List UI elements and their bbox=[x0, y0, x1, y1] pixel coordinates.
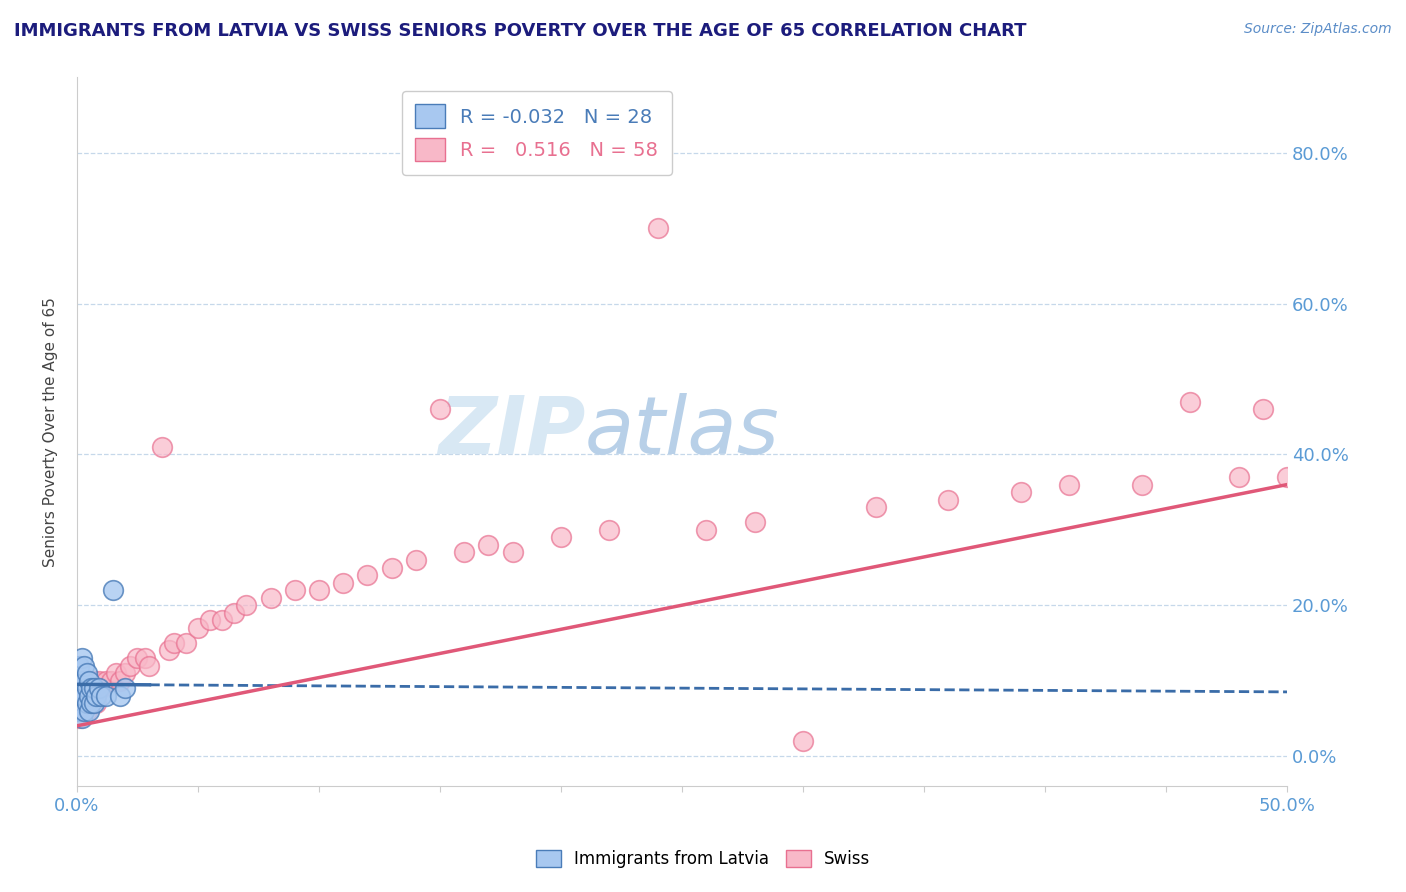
Point bbox=[138, 658, 160, 673]
Point bbox=[695, 523, 717, 537]
Point bbox=[235, 598, 257, 612]
Point bbox=[792, 734, 814, 748]
Point bbox=[127, 651, 149, 665]
Legend: Immigrants from Latvia, Swiss: Immigrants from Latvia, Swiss bbox=[529, 843, 877, 875]
Point bbox=[332, 575, 354, 590]
Point bbox=[67, 681, 90, 695]
Point bbox=[744, 515, 766, 529]
Point bbox=[308, 583, 330, 598]
Point bbox=[198, 613, 221, 627]
Point bbox=[157, 643, 180, 657]
Point bbox=[67, 711, 90, 725]
Point bbox=[90, 681, 112, 695]
Point bbox=[83, 681, 105, 695]
Point bbox=[356, 568, 378, 582]
Point bbox=[100, 673, 122, 688]
Point bbox=[477, 538, 499, 552]
Point bbox=[1275, 470, 1298, 484]
Point bbox=[67, 704, 90, 718]
Point bbox=[104, 666, 127, 681]
Point bbox=[502, 545, 524, 559]
Point bbox=[134, 651, 156, 665]
Point bbox=[70, 673, 93, 688]
Point bbox=[174, 636, 197, 650]
Point bbox=[70, 704, 93, 718]
Point bbox=[224, 606, 246, 620]
Point bbox=[90, 689, 112, 703]
Point bbox=[76, 696, 98, 710]
Y-axis label: Seniors Poverty Over the Age of 65: Seniors Poverty Over the Age of 65 bbox=[44, 297, 58, 566]
Point bbox=[101, 583, 124, 598]
Point bbox=[114, 666, 136, 681]
Point bbox=[1251, 402, 1274, 417]
Point bbox=[77, 673, 100, 688]
Point bbox=[80, 681, 103, 695]
Point bbox=[110, 673, 132, 688]
Point bbox=[1227, 470, 1250, 484]
Point bbox=[1180, 394, 1202, 409]
Text: ZIP: ZIP bbox=[437, 392, 585, 471]
Point bbox=[187, 621, 209, 635]
Point bbox=[77, 704, 100, 718]
Point bbox=[550, 530, 572, 544]
Point bbox=[1010, 485, 1032, 500]
Point bbox=[598, 523, 620, 537]
Point bbox=[94, 673, 117, 688]
Text: atlas: atlas bbox=[585, 392, 780, 471]
Point bbox=[453, 545, 475, 559]
Point bbox=[76, 704, 98, 718]
Point bbox=[211, 613, 233, 627]
Point bbox=[84, 689, 107, 703]
Point bbox=[936, 492, 959, 507]
Point bbox=[647, 221, 669, 235]
Point bbox=[76, 681, 98, 695]
Point bbox=[405, 553, 427, 567]
Point bbox=[73, 673, 96, 688]
Point bbox=[70, 681, 93, 695]
Point bbox=[114, 681, 136, 695]
Point bbox=[70, 711, 93, 725]
Point bbox=[73, 673, 96, 688]
Point bbox=[73, 704, 96, 718]
Point bbox=[77, 689, 100, 703]
Point bbox=[1057, 477, 1080, 491]
Point bbox=[163, 636, 186, 650]
Point bbox=[67, 658, 90, 673]
Legend: R = -0.032   N = 28, R =   0.516   N = 58: R = -0.032 N = 28, R = 0.516 N = 58 bbox=[402, 91, 672, 175]
Point bbox=[70, 651, 93, 665]
Text: IMMIGRANTS FROM LATVIA VS SWISS SENIORS POVERTY OVER THE AGE OF 65 CORRELATION C: IMMIGRANTS FROM LATVIA VS SWISS SENIORS … bbox=[14, 22, 1026, 40]
Point bbox=[73, 696, 96, 710]
Point bbox=[83, 696, 105, 710]
Point bbox=[429, 402, 451, 417]
Point bbox=[120, 658, 142, 673]
Point bbox=[87, 673, 110, 688]
Text: Source: ZipAtlas.com: Source: ZipAtlas.com bbox=[1244, 22, 1392, 37]
Point bbox=[80, 681, 103, 695]
Point bbox=[84, 696, 107, 710]
Point bbox=[76, 666, 98, 681]
Point bbox=[76, 681, 98, 695]
Point bbox=[1130, 477, 1153, 491]
Point bbox=[77, 689, 100, 703]
Point bbox=[110, 689, 132, 703]
Point bbox=[284, 583, 307, 598]
Point bbox=[83, 673, 105, 688]
Point bbox=[73, 658, 96, 673]
Point bbox=[94, 689, 117, 703]
Point bbox=[259, 591, 281, 605]
Point bbox=[70, 689, 93, 703]
Point bbox=[67, 689, 90, 703]
Point bbox=[87, 681, 110, 695]
Point bbox=[73, 689, 96, 703]
Point bbox=[380, 560, 402, 574]
Point bbox=[80, 696, 103, 710]
Point bbox=[150, 440, 173, 454]
Point bbox=[865, 500, 887, 515]
